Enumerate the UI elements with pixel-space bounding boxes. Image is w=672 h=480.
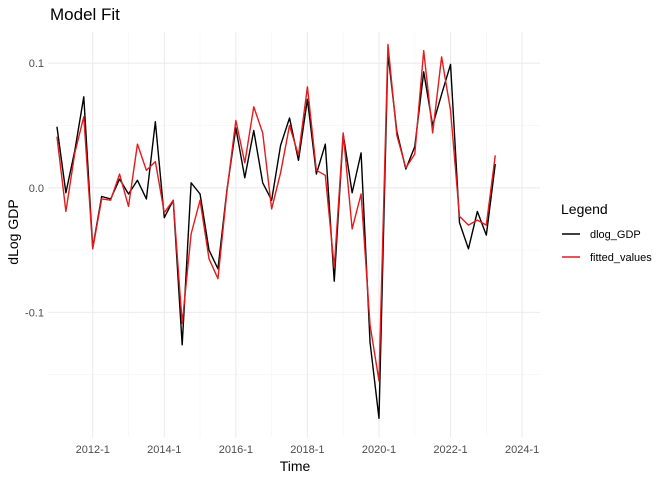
legend-item: fitted_values — [562, 252, 652, 264]
y-tick-label: 0.0 — [29, 183, 44, 195]
legend-title: Legend — [561, 201, 608, 217]
x-tick-label: 2018-1 — [290, 444, 324, 456]
x-axis-title: Time — [280, 458, 311, 474]
legend-items: dlog_GDP fitted_values — [562, 229, 652, 264]
x-axis-tick-labels: 2012-1 2014-1 2016-1 2018-1 2020-1 2022-1 2024… — [76, 444, 540, 456]
y-tick-label: -0.1 — [25, 307, 44, 319]
series-line-fitted-values — [56, 43, 496, 382]
x-tick-label: 2024-1 — [505, 444, 539, 456]
x-tick-label: 2022-1 — [433, 444, 467, 456]
legend: Legend dlog_GDP fitted_values — [561, 201, 652, 264]
x-tick-label: 2012-1 — [76, 444, 110, 456]
x-tick-label: 2014-1 — [147, 444, 181, 456]
series-lines — [56, 43, 496, 420]
y-axis-title: dLog GDP — [5, 199, 21, 264]
x-tick-label: 2016-1 — [219, 444, 253, 456]
legend-label: fitted_values — [590, 252, 652, 264]
legend-label: dlog_GDP — [590, 229, 641, 241]
legend-item: dlog_GDP — [562, 229, 641, 241]
minor-gridlines — [48, 32, 540, 437]
y-tick-label: 0.1 — [29, 58, 44, 70]
chart-title: Model Fit — [50, 5, 120, 24]
y-axis-tick-labels: -0.1 0.0 0.1 — [25, 58, 44, 319]
x-tick-label: 2020-1 — [362, 444, 396, 456]
major-gridlines — [48, 32, 540, 437]
